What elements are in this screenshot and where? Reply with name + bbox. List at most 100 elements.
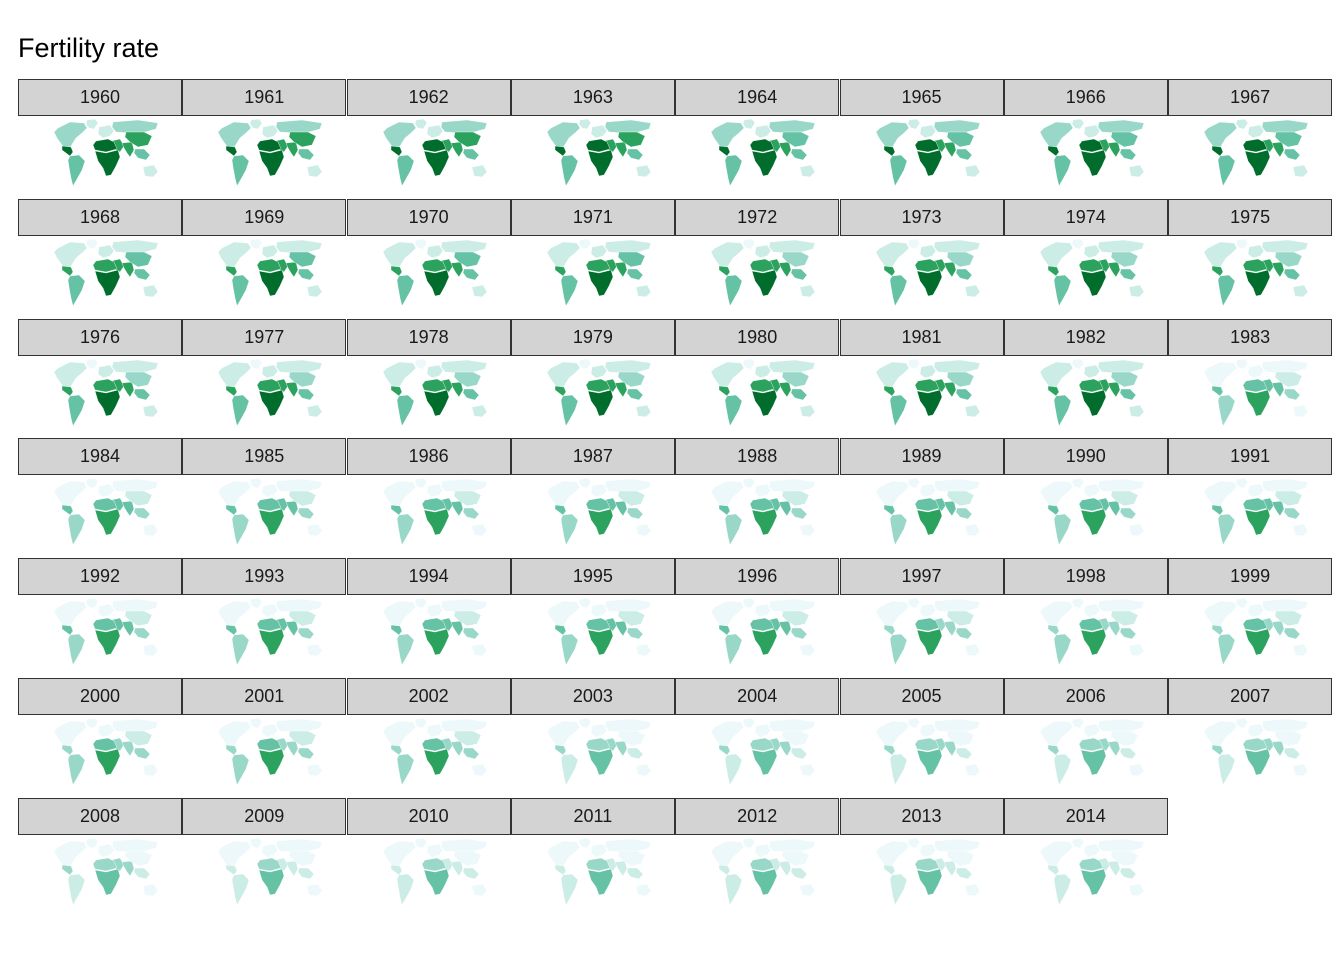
region-north-america: [1039, 481, 1074, 510]
region-south-asia: [450, 381, 463, 397]
region-russia: [440, 598, 487, 613]
region-oceania: [1128, 643, 1145, 657]
choropleth-map: [53, 837, 159, 906]
choropleth-map: [1203, 238, 1309, 307]
region-north-america: [710, 600, 745, 630]
region-north-america: [218, 241, 252, 271]
facet-panel: 1978: [346, 318, 511, 435]
region-oceania: [307, 883, 323, 897]
region-south-asia: [614, 860, 628, 877]
region-greenland: [250, 118, 263, 130]
region-north-africa: [585, 138, 611, 153]
region-north-africa: [749, 258, 775, 273]
region-oceania: [1292, 284, 1309, 298]
region-north-africa: [257, 617, 282, 632]
region-south-america: [889, 394, 907, 427]
region-south-asia: [286, 381, 299, 397]
region-south-asia: [1271, 261, 1285, 278]
facet-strip-label: 2006: [1003, 678, 1168, 715]
region-russia: [276, 359, 323, 373]
region-sub-saharan-africa: [1080, 509, 1107, 536]
region-greenland: [1235, 358, 1249, 369]
region-north-america: [546, 361, 581, 390]
region-europe: [590, 723, 608, 738]
region-north-africa: [92, 617, 118, 632]
region-russia: [604, 838, 652, 852]
region-sub-saharan-africa: [751, 509, 778, 536]
region-east-asia: [617, 131, 646, 148]
region-europe: [590, 124, 608, 139]
region-south-america: [724, 274, 743, 307]
facet-strip-label: 1967: [1168, 79, 1333, 116]
region-central-america: [226, 744, 238, 756]
region-oceania: [307, 164, 323, 178]
region-sub-saharan-africa: [916, 628, 942, 656]
region-north-africa: [421, 258, 446, 273]
region-central-america: [718, 744, 731, 756]
facet-panel: 1998: [1003, 558, 1168, 674]
region-south-america: [232, 394, 250, 427]
choropleth-map: [382, 597, 487, 666]
region-sub-saharan-africa: [1244, 509, 1271, 536]
region-east-asia: [1110, 371, 1139, 387]
region-russia: [276, 119, 323, 134]
region-greenland: [907, 238, 920, 250]
choropleth-map: [1203, 717, 1309, 786]
region-central-america: [390, 624, 402, 636]
region-south-asia: [943, 620, 956, 637]
region-southeast-asia: [462, 508, 479, 520]
region-north-america: [218, 361, 252, 390]
region-greenland: [85, 238, 99, 250]
region-europe: [754, 244, 772, 259]
region-europe: [262, 124, 279, 139]
region-north-america: [875, 840, 909, 870]
region-europe: [97, 364, 115, 378]
region-oceania: [471, 524, 487, 537]
region-russia: [111, 479, 159, 493]
region-europe: [590, 484, 608, 498]
region-greenland: [578, 238, 592, 250]
region-russia: [768, 359, 816, 373]
region-russia: [1261, 359, 1309, 373]
region-north-america: [546, 600, 581, 630]
region-north-africa: [92, 138, 118, 153]
region-south-america: [560, 274, 579, 307]
region-south-asia: [943, 740, 956, 757]
region-east-asia: [781, 730, 810, 747]
region-sub-saharan-africa: [751, 748, 778, 776]
facet-strip-label: 1976: [18, 318, 182, 356]
facet-strip-label: 1991: [1168, 438, 1333, 476]
region-north-africa: [585, 498, 611, 512]
region-oceania: [964, 524, 980, 537]
region-europe: [590, 244, 608, 259]
region-central-america: [61, 505, 74, 516]
region-oceania: [307, 284, 323, 298]
region-central-america: [61, 744, 74, 756]
facet-panel: 1990: [1003, 438, 1168, 554]
region-greenland: [1071, 717, 1085, 729]
region-greenland: [742, 118, 756, 130]
region-south-america: [396, 394, 414, 427]
choropleth-map: [218, 717, 323, 786]
region-north-america: [218, 720, 252, 750]
region-europe: [919, 603, 936, 618]
region-east-asia: [617, 491, 646, 507]
region-oceania: [799, 404, 816, 417]
region-russia: [604, 718, 652, 733]
region-east-asia: [289, 131, 317, 148]
region-oceania: [635, 643, 652, 657]
region-europe: [754, 124, 772, 139]
region-north-america: [1039, 361, 1074, 390]
region-russia: [1097, 239, 1145, 253]
region-greenland: [1235, 478, 1249, 489]
region-south-asia: [450, 620, 463, 637]
region-south-asia: [614, 381, 628, 397]
region-greenland: [85, 717, 99, 729]
facet-strip-label: 1966: [1003, 79, 1168, 116]
facet-strip-label: 2001: [182, 678, 347, 715]
region-europe: [426, 723, 443, 738]
region-oceania: [1292, 524, 1309, 537]
region-central-america: [390, 145, 402, 157]
region-europe: [754, 723, 772, 738]
region-europe: [262, 244, 279, 259]
